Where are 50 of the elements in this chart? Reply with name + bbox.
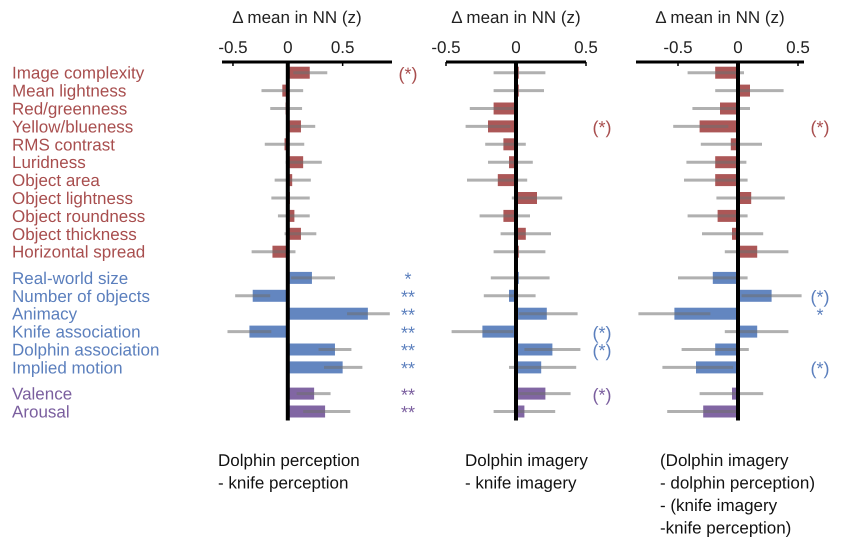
y-tick-label: Arousal: [12, 402, 70, 422]
y-tick-label: Dolphin association: [12, 340, 160, 360]
data-label: (*): [592, 322, 612, 343]
data-label: **: [400, 322, 416, 343]
text: Dolphin imagery - knife imagery: [465, 451, 588, 492]
x-tick-label: 0.5: [330, 38, 354, 57]
text: Dolphin perception - knife perception: [218, 451, 360, 492]
y-tick-label: Mean lightness: [12, 82, 126, 101]
x-tick-label: 0: [283, 38, 293, 57]
x-tick-label: -0.5: [218, 38, 248, 57]
data-label: (*): [810, 287, 830, 307]
x-tick-label: -0.5: [663, 38, 693, 57]
text: **: [400, 402, 416, 423]
y-tick-label: Object area: [12, 171, 100, 190]
y-tick-label: Knife association: [12, 322, 141, 342]
data-label: (*): [592, 118, 612, 138]
y-tick-label: Object roundness: [12, 206, 146, 226]
x-tick-label: 0.5: [786, 38, 810, 57]
data-label: **: [400, 304, 416, 325]
y-tick-label: Real-world size: [12, 268, 128, 288]
data-label: **: [400, 287, 416, 307]
x-tick-label: 0: [511, 38, 521, 57]
x-tick-label: 0.5: [574, 38, 598, 57]
y-tick-label: Implied motion: [12, 358, 123, 378]
data-label: (*): [810, 358, 830, 379]
y-tick-label: Object thickness: [12, 224, 137, 244]
data-label: *: [816, 304, 824, 325]
y-tick-label: Luridness: [12, 153, 86, 172]
y-tick-label: Yellow/blueness: [12, 117, 134, 136]
data-label: (*): [810, 118, 830, 138]
x-axis-title: Δ mean in NN (z): [232, 8, 362, 27]
data-label: **: [400, 340, 416, 361]
data-label: (*): [398, 64, 418, 84]
data-label: *: [404, 269, 412, 290]
x-tick-label: -0.5: [431, 38, 461, 57]
x-axis-title: Δ mean in NN (z): [451, 8, 581, 27]
y-tick-label: Object lightness: [12, 188, 133, 208]
y-tick-label: Red/greenness: [12, 99, 128, 118]
y-tick-label: RMS contrast: [12, 135, 116, 154]
data-label: **: [400, 384, 416, 405]
x-tick-label: 0: [733, 38, 743, 57]
y-tick-label: Image complexity: [12, 64, 145, 83]
y-tick-label: Horizontal spread: [12, 242, 146, 262]
y-tick-label: Animacy: [12, 304, 78, 324]
text: **: [400, 358, 416, 379]
text: (Dolphin imagery - dolphin perception) - (knife imagery -knife perception): [660, 451, 815, 538]
x-axis-title: Δ mean in NN (z): [655, 8, 785, 27]
y-tick-label: Valence: [12, 384, 72, 404]
y-tick-label: Number of objects: [12, 286, 150, 306]
data-label: (*): [592, 384, 612, 405]
